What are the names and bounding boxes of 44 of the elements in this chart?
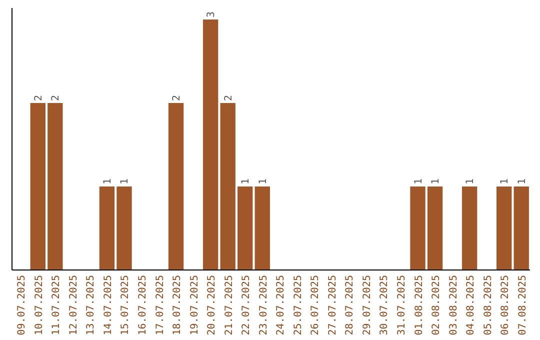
x-tick-label: 13.07.2025: [86, 275, 97, 336]
x-tick-label: 29.07.2025: [362, 275, 373, 336]
x-tick-label: 15.07.2025: [120, 275, 132, 336]
x-tick-label: 07.08.2025: [517, 275, 528, 336]
x-tick-label: 05.08.2025: [482, 275, 494, 336]
x-tick-label: 03.08.2025: [448, 275, 460, 336]
x-tick-label: 09.07.2025: [16, 275, 28, 336]
x-tick-label: 26.07.2025: [310, 275, 322, 336]
data-label: 1: [258, 178, 269, 185]
data-label: 1: [500, 178, 511, 185]
x-tick-label: 06.08.2025: [500, 275, 512, 336]
data-label: 1: [120, 178, 131, 185]
data-label: 2: [33, 94, 44, 102]
x-tick-label: 25.07.2025: [292, 275, 304, 336]
x-tick-label: 17.07.2025: [154, 275, 166, 336]
data-label: 1: [430, 178, 442, 185]
x-tick-label: 10.07.2025: [34, 275, 45, 336]
x-tick-label: 21.07.2025: [224, 275, 235, 336]
x-tick-label: 02.08.2025: [431, 275, 442, 336]
x-tick-label: 18.07.2025: [172, 275, 184, 336]
data-label: 1: [413, 178, 424, 185]
x-tick-label: 24.07.2025: [276, 275, 287, 336]
x-tick-label: 04.08.2025: [466, 275, 477, 336]
data-label: 2: [50, 94, 62, 102]
data-label: 1: [516, 178, 528, 185]
data-label: 2: [172, 94, 183, 102]
data-label: 1: [102, 178, 114, 185]
x-tick-label: 23.07.2025: [258, 275, 270, 336]
x-tick-label: 20.07.2025: [206, 275, 218, 336]
data-label: 1: [240, 178, 252, 185]
x-tick-label: 11.07.2025: [51, 275, 62, 336]
x-tick-label: 31.07.2025: [396, 275, 408, 336]
x-tick-label: 14.07.2025: [102, 275, 114, 336]
x-tick-label: 22.07.2025: [241, 275, 252, 336]
data-label: 3: [206, 11, 218, 18]
x-tick-label: 30.07.2025: [379, 275, 390, 336]
x-tick-label: 01.08.2025: [414, 275, 425, 336]
data-label: 1: [465, 178, 476, 185]
x-tick-label: 19.07.2025: [189, 275, 200, 336]
x-tick-label: 16.07.2025: [138, 275, 148, 336]
data-label: 2: [223, 94, 234, 102]
x-tick-label: 12.07.2025: [68, 275, 80, 336]
x-tick-label: 27.07.2025: [327, 275, 338, 336]
x-tick-label: 28.07.2025: [344, 275, 356, 336]
